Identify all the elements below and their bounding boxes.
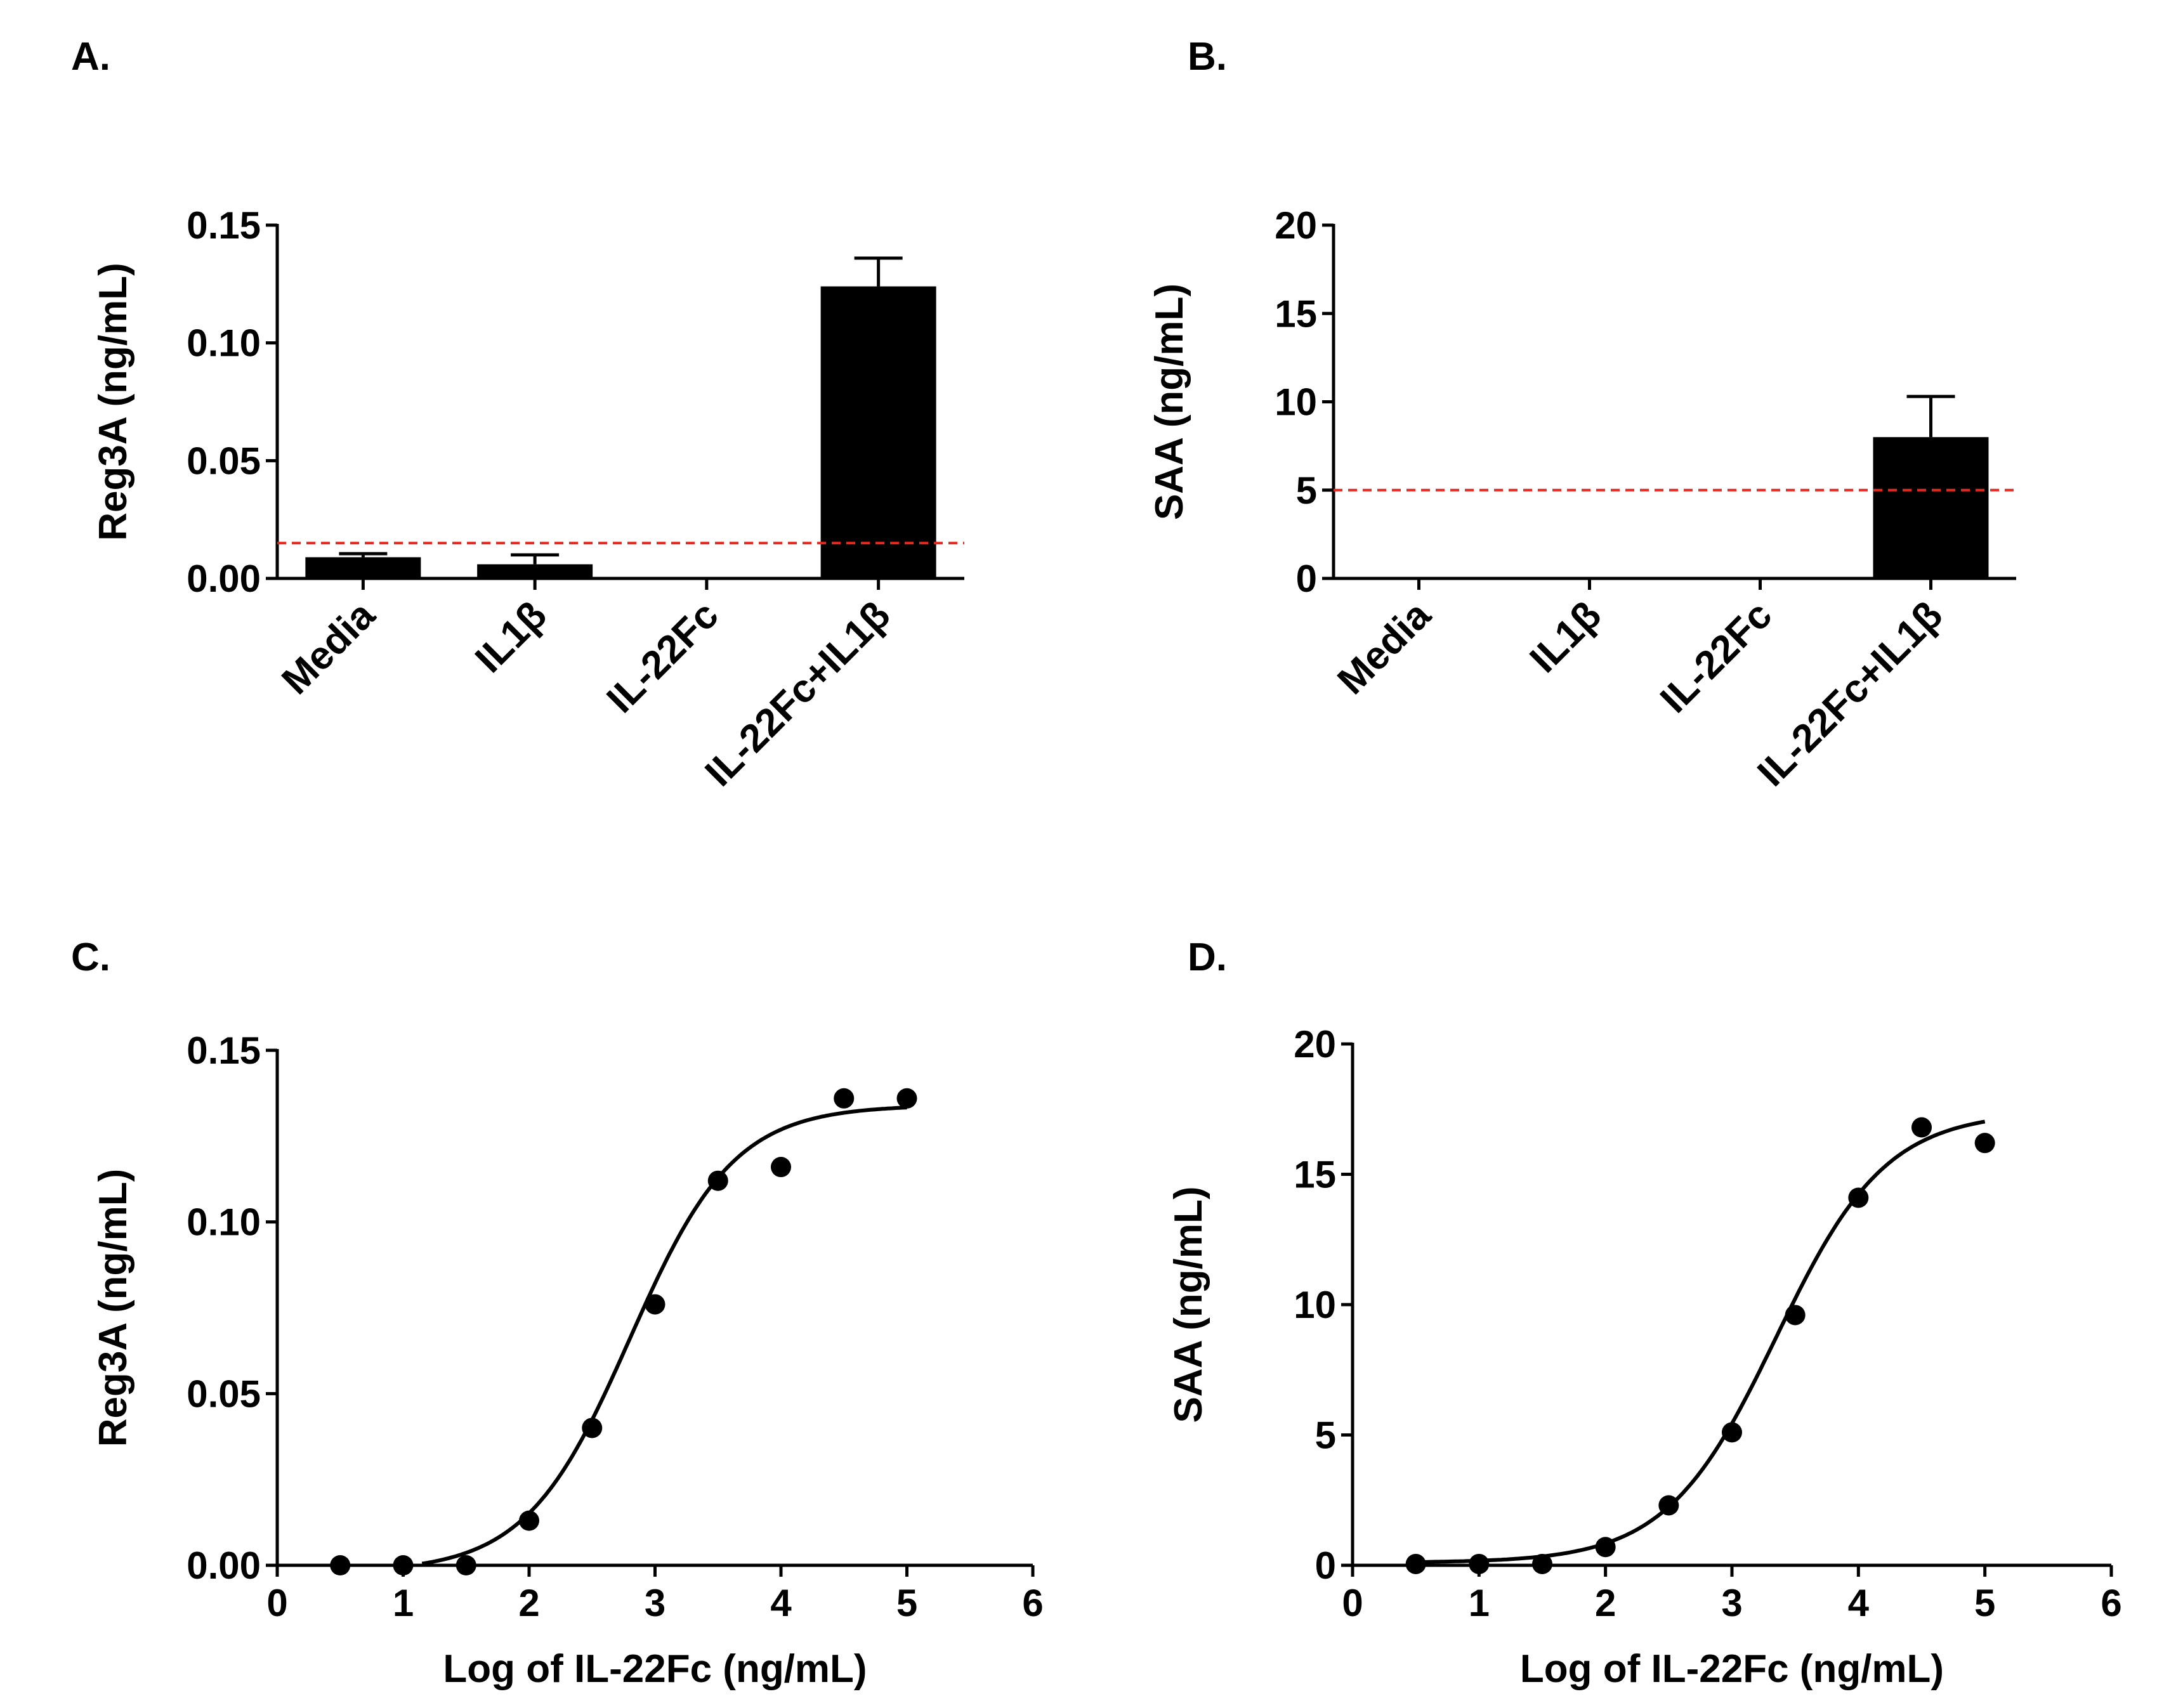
y-axis-title: Reg3A (ng/mL): [91, 263, 135, 541]
x-tick-label: 3: [645, 1582, 665, 1624]
x-tick-label: 2: [518, 1582, 539, 1624]
x-axis-title: Log of IL-22Fc (ng/mL): [443, 1647, 867, 1691]
data-point: [1532, 1553, 1552, 1574]
y-tick-label: 0.00: [187, 557, 261, 600]
data-point: [896, 1088, 917, 1109]
data-point: [582, 1418, 603, 1438]
bar: [820, 286, 936, 578]
y-tick-label: 5: [1315, 1414, 1336, 1457]
data-point: [707, 1170, 728, 1191]
x-tick-label: 2: [1595, 1582, 1616, 1624]
x-tick-label: 0: [266, 1582, 287, 1624]
data-point: [1405, 1553, 1426, 1574]
panel-d: D. 0 5 10 15 20 SAA (ng/mL) 0 1 2 3 4 5 6 Log of IL-2…: [1167, 935, 2122, 1691]
fit-curve: [1415, 1119, 1986, 1564]
data-point: [1469, 1553, 1490, 1574]
x-tick-label: 3: [1721, 1582, 1742, 1624]
data-point: [456, 1555, 476, 1575]
y-tick-label: 0.10: [187, 322, 261, 365]
x-tick-label: 5: [896, 1582, 917, 1624]
data-point: [1785, 1305, 1806, 1326]
y-axis-title: SAA (ng/mL): [1167, 1186, 1210, 1423]
y-tick-label: 15: [1294, 1154, 1336, 1196]
y-tick-label: 10: [1275, 381, 1317, 424]
fit-curve: [421, 1105, 907, 1566]
data-point: [1974, 1133, 1995, 1154]
data-point: [771, 1157, 791, 1178]
y-tick-label: 0.15: [187, 1029, 261, 1072]
y-tick-label: 0.05: [187, 440, 261, 482]
data-point: [1911, 1117, 1932, 1138]
panel-c-label: C.: [71, 935, 110, 979]
x-tick-label: 6: [1022, 1582, 1043, 1624]
panel-b-label: B.: [1188, 35, 1227, 79]
y-axis-title: SAA (ng/mL): [1148, 284, 1191, 520]
y-tick-label: 0.10: [187, 1201, 261, 1244]
data-point: [645, 1294, 665, 1315]
panel-d-label: D.: [1188, 935, 1227, 979]
y-tick-label: 0: [1296, 557, 1317, 600]
y-tick-label: 0: [1315, 1544, 1336, 1587]
x-tick-label: 4: [1848, 1582, 1870, 1624]
x-tick-label: 1: [1469, 1582, 1490, 1624]
panel-a-label: A.: [71, 35, 110, 79]
y-tick-label: 0.15: [187, 204, 261, 247]
data-point: [330, 1555, 351, 1575]
y-tick-label: 0.00: [187, 1544, 261, 1587]
data-point: [519, 1510, 539, 1531]
y-tick-label: 15: [1275, 292, 1317, 335]
x-tick-label: 6: [2101, 1582, 2121, 1624]
bar: [305, 557, 421, 578]
data-point: [393, 1555, 414, 1575]
panel-c-plot: 0.00 0.05 0.10 0.15 Reg3A (ng/mL) 0 1 2 3 4 5 6 Log …: [91, 1029, 1044, 1691]
x-tick-label: 1: [393, 1582, 414, 1624]
data-point: [1848, 1187, 1869, 1208]
x-tick-label: 4: [770, 1582, 792, 1624]
data-point: [1658, 1495, 1679, 1516]
data-point: [1595, 1537, 1616, 1558]
bar: [477, 564, 593, 578]
y-tick-label: 10: [1294, 1284, 1336, 1326]
y-tick-label: 5: [1296, 469, 1317, 512]
y-axis-title: Reg3A (ng/mL): [91, 1169, 135, 1447]
bar: [1873, 437, 1989, 578]
x-tick-label: 0: [1342, 1582, 1363, 1624]
y-tick-label: 20: [1294, 1023, 1336, 1066]
panel-c: C. 0.00 0.05 0.10 0.15 Reg3A (ng/mL) 0 1 2 3 4 5 6 L…: [71, 935, 1044, 1691]
data-point: [1722, 1422, 1742, 1443]
x-tick-label: 5: [1974, 1582, 1995, 1624]
panel-d-plot: 0 5 10 15 20 SAA (ng/mL) 0 1 2 3 4 5 6 Log of IL-22Fc…: [1167, 1023, 2122, 1691]
y-tick-label: 0.05: [187, 1372, 261, 1415]
y-tick-label: 20: [1275, 204, 1317, 247]
x-axis-title: Log of IL-22Fc (ng/mL): [1520, 1647, 1944, 1691]
data-point: [834, 1088, 855, 1109]
